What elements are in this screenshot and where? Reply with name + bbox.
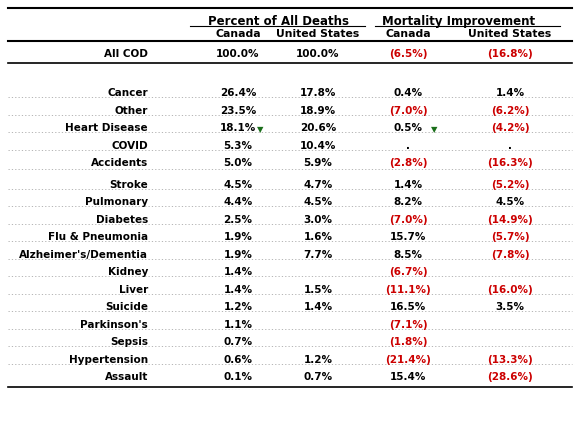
Text: Parkinson's: Parkinson's xyxy=(80,320,148,330)
Text: (6.2%): (6.2%) xyxy=(491,106,529,116)
Text: 1.4%: 1.4% xyxy=(393,180,423,190)
Text: Assault: Assault xyxy=(104,372,148,382)
Text: (28.6%): (28.6%) xyxy=(487,372,533,382)
Text: ▼: ▼ xyxy=(431,125,437,134)
Text: .: . xyxy=(508,141,512,151)
Text: (5.7%): (5.7%) xyxy=(491,232,530,242)
Text: 18.1%: 18.1% xyxy=(220,123,256,133)
Text: 4.5%: 4.5% xyxy=(495,197,524,207)
Text: Diabetes: Diabetes xyxy=(96,215,148,225)
Text: Alzheimer's/Dementia: Alzheimer's/Dementia xyxy=(19,250,148,260)
Text: .: . xyxy=(406,141,410,151)
Text: 17.8%: 17.8% xyxy=(300,88,336,98)
Text: 0.5%: 0.5% xyxy=(393,123,422,133)
Text: 100.0%: 100.0% xyxy=(296,49,340,59)
Text: 16.5%: 16.5% xyxy=(390,302,426,312)
Text: All COD: All COD xyxy=(104,49,148,59)
Text: United States: United States xyxy=(277,29,360,39)
Text: (7.0%): (7.0%) xyxy=(389,215,427,225)
Text: 1.2%: 1.2% xyxy=(303,355,332,365)
Text: 4.7%: 4.7% xyxy=(303,180,332,190)
Text: 0.1%: 0.1% xyxy=(223,372,252,382)
Text: 0.4%: 0.4% xyxy=(393,88,423,98)
Text: COVID: COVID xyxy=(111,141,148,151)
Text: 3.0%: 3.0% xyxy=(303,215,332,225)
Text: Sepsis: Sepsis xyxy=(110,337,148,347)
Text: 26.4%: 26.4% xyxy=(220,88,256,98)
Text: (4.2%): (4.2%) xyxy=(491,123,530,133)
Text: 1.1%: 1.1% xyxy=(223,320,252,330)
Text: 15.7%: 15.7% xyxy=(390,232,426,242)
Text: 1.9%: 1.9% xyxy=(223,250,252,260)
Text: (14.9%): (14.9%) xyxy=(487,215,533,225)
Text: Other: Other xyxy=(115,106,148,116)
Text: (1.8%): (1.8%) xyxy=(389,337,427,347)
Text: Suicide: Suicide xyxy=(105,302,148,312)
Text: Flu & Pneumonia: Flu & Pneumonia xyxy=(48,232,148,242)
Text: 4.5%: 4.5% xyxy=(223,180,252,190)
Text: 15.4%: 15.4% xyxy=(390,372,426,382)
Text: United States: United States xyxy=(469,29,552,39)
Text: 1.4%: 1.4% xyxy=(303,302,332,312)
Text: 1.6%: 1.6% xyxy=(303,232,332,242)
Text: (16.8%): (16.8%) xyxy=(487,49,533,59)
Text: 1.2%: 1.2% xyxy=(223,302,252,312)
Text: (7.8%): (7.8%) xyxy=(491,250,530,260)
Text: (6.5%): (6.5%) xyxy=(389,49,427,59)
Text: (16.3%): (16.3%) xyxy=(487,158,533,168)
Text: 1.4%: 1.4% xyxy=(495,88,524,98)
Text: 5.9%: 5.9% xyxy=(303,158,332,168)
Text: Kidney: Kidney xyxy=(108,267,148,277)
Text: Canada: Canada xyxy=(215,29,261,39)
Text: Pulmonary: Pulmonary xyxy=(85,197,148,207)
Text: 1.9%: 1.9% xyxy=(223,232,252,242)
Text: Hypertension: Hypertension xyxy=(69,355,148,365)
Text: (13.3%): (13.3%) xyxy=(487,355,533,365)
Text: 8.2%: 8.2% xyxy=(393,197,422,207)
Text: 10.4%: 10.4% xyxy=(300,141,336,151)
Text: 1.4%: 1.4% xyxy=(223,285,252,295)
Text: Stroke: Stroke xyxy=(109,180,148,190)
Text: (11.1%): (11.1%) xyxy=(385,285,431,295)
Text: ▼: ▼ xyxy=(257,125,263,134)
Text: 2.5%: 2.5% xyxy=(223,215,252,225)
Text: 23.5%: 23.5% xyxy=(220,106,256,116)
Text: 0.7%: 0.7% xyxy=(303,372,332,382)
Text: 7.7%: 7.7% xyxy=(303,250,332,260)
Text: 5.3%: 5.3% xyxy=(223,141,252,151)
Text: Mortality Improvement: Mortality Improvement xyxy=(382,15,535,28)
Text: 3.5%: 3.5% xyxy=(495,302,524,312)
Text: 0.7%: 0.7% xyxy=(223,337,252,347)
Text: 5.0%: 5.0% xyxy=(223,158,252,168)
Text: Heart Disease: Heart Disease xyxy=(66,123,148,133)
Text: (2.8%): (2.8%) xyxy=(389,158,427,168)
Text: 1.5%: 1.5% xyxy=(303,285,332,295)
Text: Percent of All Deaths: Percent of All Deaths xyxy=(208,15,349,28)
Text: 1.4%: 1.4% xyxy=(223,267,252,277)
Text: 0.6%: 0.6% xyxy=(223,355,252,365)
Text: (7.0%): (7.0%) xyxy=(389,106,427,116)
Text: 100.0%: 100.0% xyxy=(216,49,260,59)
Text: Accidents: Accidents xyxy=(90,158,148,168)
Text: (21.4%): (21.4%) xyxy=(385,355,431,365)
Text: Cancer: Cancer xyxy=(107,88,148,98)
Text: Canada: Canada xyxy=(385,29,431,39)
Text: 20.6%: 20.6% xyxy=(300,123,336,133)
Text: (6.7%): (6.7%) xyxy=(389,267,427,277)
Text: 4.5%: 4.5% xyxy=(303,197,332,207)
Text: (16.0%): (16.0%) xyxy=(487,285,533,295)
Text: 4.4%: 4.4% xyxy=(223,197,253,207)
Text: (5.2%): (5.2%) xyxy=(491,180,529,190)
Text: (7.1%): (7.1%) xyxy=(389,320,427,330)
Text: 8.5%: 8.5% xyxy=(393,250,422,260)
Text: 18.9%: 18.9% xyxy=(300,106,336,116)
Text: Liver: Liver xyxy=(119,285,148,295)
